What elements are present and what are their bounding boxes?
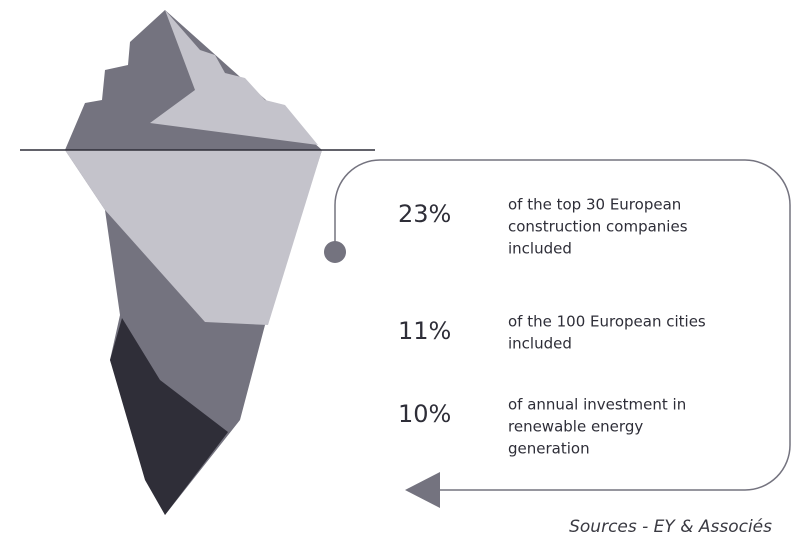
iceberg-dark <box>110 318 228 515</box>
stat-description: of annual investment in <box>508 396 686 414</box>
stat-value: 10% <box>398 400 451 428</box>
stat-description: included <box>508 335 572 353</box>
stat-value: 23% <box>398 200 451 228</box>
stat-description: of the top 30 European <box>508 196 681 214</box>
cycle-arrow <box>324 159 791 508</box>
stat-value: 11% <box>398 317 451 345</box>
arrow-start <box>324 241 346 263</box>
stat-description: renewable energy <box>508 418 643 436</box>
iceberg <box>20 10 375 515</box>
iceberg-light <box>65 150 322 325</box>
arrow-head <box>405 472 440 508</box>
stat-description: generation <box>508 440 590 458</box>
source: Sources - EY & Associés <box>569 517 772 537</box>
stat-description: of the 100 European cities <box>508 313 706 331</box>
iceberg-top-light <box>150 10 318 145</box>
stat-description: construction companies <box>508 218 688 236</box>
stats: 23% of the top 30 European construction co… <box>398 196 706 458</box>
arrow-path <box>334 159 791 491</box>
stat-description: included <box>508 240 572 258</box>
